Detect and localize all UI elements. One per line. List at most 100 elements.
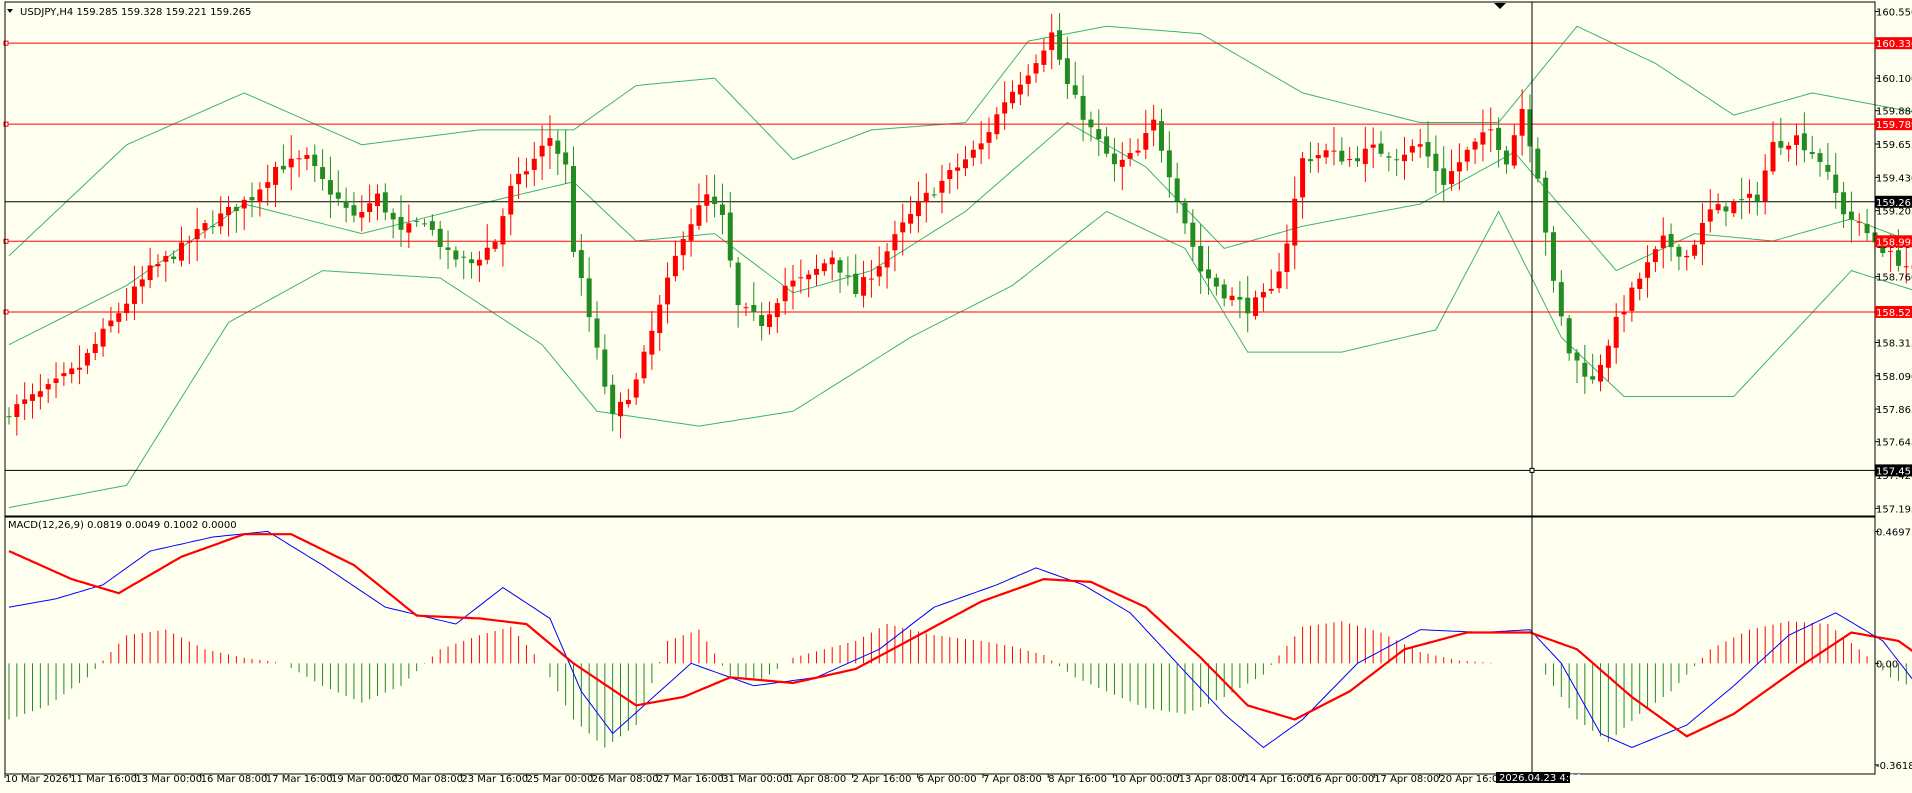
candle-body (163, 256, 169, 262)
candlesticks (6, 13, 1912, 439)
candle-body (422, 223, 428, 225)
candle-body (1276, 271, 1282, 289)
candle-body (1166, 150, 1172, 178)
candle-body (782, 285, 788, 302)
candle-body (1519, 108, 1525, 136)
candle-body (1425, 141, 1431, 157)
candle-body (1449, 171, 1455, 184)
candle-body (147, 265, 153, 281)
level-anchor-handle[interactable] (3, 121, 9, 127)
time-tick-label: 19 Mar 00:00 (331, 774, 398, 785)
price-tick-label: 159.880 (1876, 107, 1912, 118)
macd-header: MACD(12,26,9) 0.0819 0.0049 0.1002 0.000… (8, 520, 237, 531)
time-tick-label: 26 Mar 08:00 (592, 774, 659, 785)
candle-body (1158, 121, 1164, 151)
candle-body (962, 159, 968, 169)
time-tick-label: 11 Mar 16:00 (70, 774, 137, 785)
candle-body (1174, 178, 1180, 202)
price-tick-label: 160.100 (1876, 74, 1912, 85)
level-price-badge (1875, 305, 1912, 318)
candle-body (672, 255, 678, 277)
candle-body (1386, 156, 1392, 158)
candle-body (1041, 50, 1047, 65)
axes: 160.550160.325160.100159.880159.655159.4… (4, 7, 1912, 785)
time-tick-label: 16 Mar 08:00 (201, 774, 268, 785)
candle-body (171, 256, 177, 259)
candle-body (1762, 170, 1768, 202)
candle-body (1613, 316, 1619, 348)
symbol-header: USDJPY,H4 159.285 159.328 159.221 159.26… (20, 7, 251, 18)
candle-body (233, 206, 239, 211)
level-anchor-handle[interactable] (3, 309, 9, 315)
candle-body (1786, 145, 1792, 150)
candle-body (1503, 150, 1509, 165)
level-price-badge (1875, 235, 1912, 248)
time-tick-label: 2 Apr 16:00 (853, 774, 912, 785)
time-tick-label: 10 Mar 2026 (5, 774, 68, 785)
candle-body (516, 173, 522, 185)
candle-body (1856, 221, 1862, 223)
candle-body (743, 307, 749, 309)
candle-body (1895, 250, 1901, 266)
time-tick-label: 8 Apr 16:00 (1048, 774, 1107, 785)
time-tick-label: 14 Apr 16:00 (1244, 774, 1309, 785)
level-price-badge (1875, 118, 1912, 131)
candle-body (461, 256, 467, 258)
candle-body (327, 180, 333, 195)
price-tick-label: 157.645 (1876, 438, 1912, 449)
candle-body (806, 274, 812, 280)
time-tick-label: 20 Apr 16:00 (1439, 774, 1504, 785)
level-price-badge-label: 158.521 (1876, 308, 1912, 319)
chart-frame (4, 1, 1876, 775)
level-anchor-handle[interactable] (3, 40, 9, 46)
candle-body (1550, 232, 1556, 281)
candle-body (273, 166, 279, 185)
candle-body (1746, 193, 1752, 198)
candle-body (970, 149, 976, 158)
candle-body (1880, 244, 1886, 253)
candle-body (92, 343, 98, 354)
candle-body (1370, 144, 1376, 148)
chart-shift-marker-icon[interactable] (1494, 3, 1506, 9)
candle-body (986, 132, 992, 143)
candle-body (30, 394, 36, 401)
candle-body (343, 200, 349, 208)
candle-body (131, 286, 137, 304)
candle-body (947, 170, 953, 180)
time-tick-label: 23 Mar 16:00 (461, 774, 528, 785)
candle-body (1456, 162, 1462, 172)
candle-body (1629, 287, 1635, 311)
candle-body (359, 212, 365, 218)
candle-body (1307, 159, 1313, 162)
candle-body (790, 280, 796, 287)
candle-body (1833, 174, 1839, 193)
candle-body (1433, 153, 1439, 172)
current-price-badge-label: 159.265 (1876, 198, 1912, 209)
candle-body (586, 278, 592, 318)
candle-body (476, 259, 482, 266)
bollinger-lower-band (8, 210, 1912, 509)
candle-body (445, 247, 451, 250)
candle-body (766, 314, 772, 328)
crosshair-time-badge (1496, 772, 1570, 783)
candle-body (1582, 362, 1588, 377)
candle-body (1527, 109, 1533, 147)
candle-body (100, 328, 106, 347)
candle-body (1206, 269, 1212, 279)
candle-body (994, 114, 1000, 135)
candle-body (116, 313, 122, 322)
level-anchor-handle[interactable] (3, 238, 9, 244)
dropdown-triangle-icon[interactable] (7, 9, 13, 13)
candle-body (1253, 297, 1259, 316)
candle-body (194, 229, 200, 240)
candle-body (696, 205, 702, 226)
candle-body (1284, 243, 1290, 273)
candle-body (1096, 129, 1102, 140)
candle-body (1770, 142, 1776, 172)
candle-body (570, 166, 576, 252)
candle-body (735, 262, 741, 306)
candle-body (1362, 148, 1368, 165)
level-price-badge-label: 160.336 (1876, 39, 1912, 50)
